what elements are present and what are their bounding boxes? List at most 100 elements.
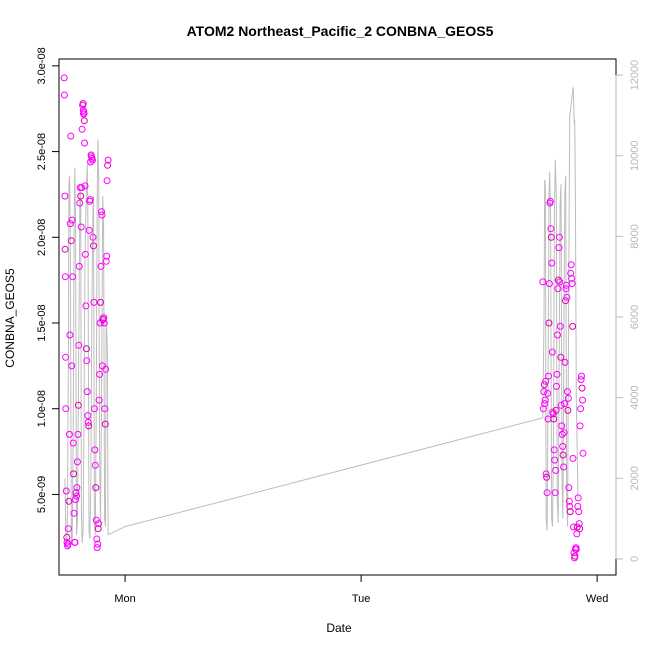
data-point bbox=[82, 345, 90, 353]
data-point bbox=[78, 125, 86, 133]
data-point bbox=[551, 489, 559, 497]
data-point bbox=[73, 458, 81, 466]
data-point bbox=[89, 233, 97, 241]
data-point bbox=[539, 278, 547, 286]
x-tick-label: Tue bbox=[352, 593, 371, 605]
data-point bbox=[104, 156, 112, 164]
data-point bbox=[78, 184, 86, 192]
data-point bbox=[558, 422, 566, 430]
data-point bbox=[97, 262, 105, 270]
data-point bbox=[541, 396, 549, 404]
data-point bbox=[77, 223, 85, 231]
data-point bbox=[81, 182, 89, 190]
data-point bbox=[545, 319, 553, 327]
data-point bbox=[100, 314, 108, 322]
data-point bbox=[547, 225, 555, 233]
data-point bbox=[89, 156, 96, 164]
data-point bbox=[81, 139, 88, 147]
data-point bbox=[542, 377, 550, 385]
data-point bbox=[557, 401, 565, 409]
data-point bbox=[554, 331, 561, 339]
x-axis-label: Date bbox=[326, 621, 352, 635]
data-point bbox=[104, 161, 112, 169]
data-point bbox=[555, 233, 563, 241]
data-point bbox=[576, 422, 584, 430]
data-point bbox=[63, 538, 71, 546]
data-point bbox=[92, 484, 100, 492]
data-point bbox=[578, 372, 585, 380]
scatter-series bbox=[60, 74, 587, 562]
data-point bbox=[61, 245, 69, 253]
y-axis-label: CONBNA_GEOS5 bbox=[3, 268, 17, 368]
data-point bbox=[90, 298, 98, 306]
data-point bbox=[562, 297, 569, 305]
data-point bbox=[543, 473, 551, 481]
data-point bbox=[64, 525, 72, 533]
data-point bbox=[546, 197, 554, 205]
data-point bbox=[548, 259, 556, 267]
data-point bbox=[61, 273, 69, 281]
data-point bbox=[83, 357, 91, 365]
data-point bbox=[561, 358, 569, 366]
data-point bbox=[558, 430, 566, 438]
data-point bbox=[90, 405, 98, 413]
data-point bbox=[550, 446, 558, 454]
data-point bbox=[555, 244, 563, 252]
chart-title: ATOM2 Northeast_Pacific_2 CONBNA_GEOS5 bbox=[187, 23, 494, 39]
data-point bbox=[547, 233, 555, 241]
y2-tick-label: 4000 bbox=[629, 385, 641, 409]
data-point bbox=[554, 276, 562, 284]
data-point bbox=[556, 322, 564, 330]
data-point bbox=[80, 117, 88, 125]
data-point bbox=[569, 454, 577, 462]
data-point bbox=[74, 430, 82, 438]
data-point bbox=[90, 242, 97, 250]
data-point bbox=[83, 388, 91, 396]
data-point bbox=[73, 484, 81, 492]
y-axis-right: 0 2000 4000 6000 8000 10000 12000 bbox=[615, 60, 641, 562]
data-point bbox=[87, 158, 95, 166]
data-point bbox=[550, 415, 558, 423]
data-point bbox=[557, 353, 565, 361]
data-point bbox=[103, 177, 111, 185]
data-point bbox=[60, 91, 68, 99]
data-point bbox=[566, 502, 574, 510]
data-point bbox=[60, 74, 68, 82]
data-point bbox=[91, 461, 99, 469]
data-point bbox=[560, 463, 568, 471]
data-point bbox=[69, 273, 77, 281]
data-point bbox=[98, 211, 106, 219]
data-point bbox=[563, 388, 571, 396]
data-point bbox=[62, 487, 70, 495]
data-point bbox=[540, 381, 548, 389]
data-point bbox=[556, 278, 564, 286]
data-point bbox=[66, 331, 74, 339]
y2-tick-label: 0 bbox=[629, 556, 641, 562]
data-point bbox=[568, 274, 576, 282]
data-point bbox=[551, 456, 559, 464]
data-point bbox=[103, 252, 111, 260]
data-point bbox=[576, 525, 584, 533]
data-point bbox=[577, 405, 585, 413]
data-point bbox=[574, 494, 582, 502]
data-point bbox=[70, 470, 78, 478]
y2-tick-label: 10000 bbox=[629, 140, 641, 171]
data-point bbox=[100, 319, 108, 327]
data-point bbox=[97, 298, 104, 306]
data-point bbox=[68, 216, 76, 224]
data-point bbox=[98, 208, 105, 216]
y-tick-label: 1.5e-08 bbox=[36, 304, 48, 341]
y2-tick-label: 2000 bbox=[629, 466, 641, 490]
data-point bbox=[85, 226, 93, 234]
data-point bbox=[102, 365, 110, 373]
data-point bbox=[578, 384, 586, 392]
data-point bbox=[76, 199, 84, 207]
data-point bbox=[575, 508, 583, 516]
y-tick-label: 2.5e-08 bbox=[36, 133, 48, 170]
data-point bbox=[540, 388, 548, 396]
data-point bbox=[552, 466, 560, 474]
data-point bbox=[102, 257, 110, 265]
data-point bbox=[544, 389, 552, 397]
data-point bbox=[95, 520, 103, 528]
data-point bbox=[573, 530, 581, 538]
